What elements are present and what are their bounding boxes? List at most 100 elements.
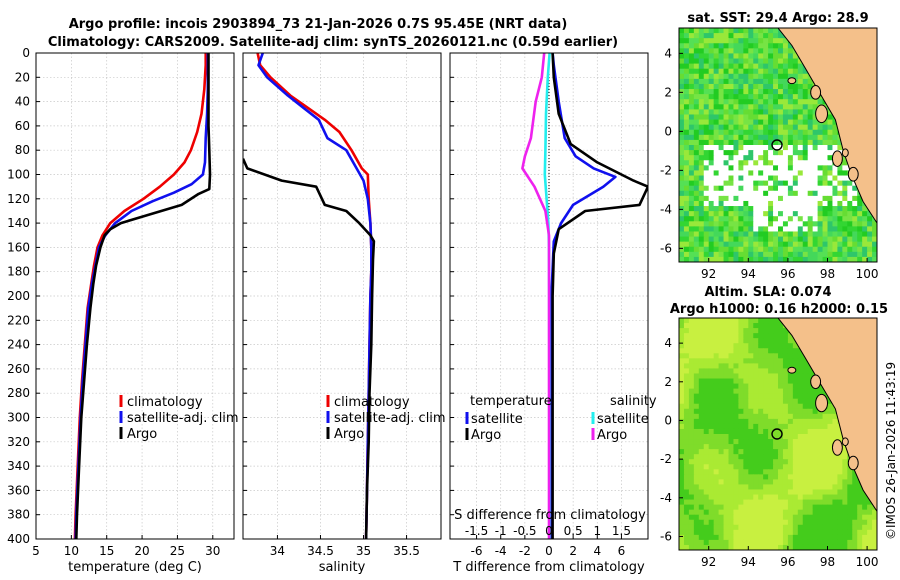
map-cell: [738, 378, 744, 385]
map-cell: [852, 190, 858, 197]
map-cell: [832, 170, 838, 177]
map-cell: [728, 150, 735, 156]
map-cell: [733, 63, 739, 70]
map-cell: [872, 221, 877, 227]
map-cell: [703, 368, 710, 375]
map-cell: [787, 434, 794, 440]
map-cell: [713, 104, 720, 110]
map-cell: [837, 216, 843, 222]
map-cell: [688, 504, 695, 511]
map-cell: [679, 221, 685, 227]
map-cell: [679, 139, 685, 146]
map-cell: [693, 175, 700, 182]
map-cell: [713, 221, 720, 227]
map-cell: [738, 454, 744, 460]
map-cell: [758, 434, 764, 440]
map-cell: [832, 428, 838, 435]
map-cell: [797, 68, 804, 75]
map-cell: [758, 63, 764, 70]
map-cell: [683, 33, 690, 39]
map-cell: [718, 165, 725, 172]
map-cell: [812, 231, 819, 238]
map-cell: [698, 439, 705, 445]
map-cell: [688, 423, 695, 430]
map-cell: [728, 251, 735, 258]
map-cell: [847, 544, 853, 550]
map-cell: [872, 514, 877, 521]
map-cell: [718, 484, 725, 491]
map-cell: [847, 251, 853, 258]
map-cell: [703, 444, 710, 450]
map-cell: [679, 226, 685, 233]
y-tick-label: 60: [15, 119, 30, 133]
map-cell: [679, 43, 685, 49]
x-tick-label: 6: [618, 544, 626, 558]
map-cell: [792, 246, 799, 253]
map-cell: [773, 43, 779, 49]
map-cell: [708, 408, 715, 415]
map-cell: [693, 504, 700, 511]
map-cell: [832, 211, 838, 217]
map-cell: [773, 129, 779, 136]
map-cell: [748, 226, 754, 233]
map-cell: [782, 48, 789, 55]
map-cell: [738, 256, 744, 262]
map-cell: [817, 418, 824, 425]
map-cell: [857, 494, 863, 501]
map-cell: [822, 221, 829, 227]
map-cell: [703, 231, 710, 238]
map-cell: [797, 195, 804, 202]
map-cell: [773, 104, 779, 110]
map-cell: [812, 519, 819, 526]
map-cell: [698, 434, 705, 440]
map-cell: [792, 489, 799, 496]
map-cell: [713, 479, 720, 486]
map-cell: [797, 256, 804, 262]
map-cell: [698, 251, 705, 258]
map-cell: [708, 109, 715, 116]
map-cell: [802, 449, 809, 455]
map-cell: [738, 544, 744, 550]
map-cell: [778, 338, 784, 344]
map-cell: [753, 408, 759, 415]
map-cell: [827, 428, 834, 435]
secondary-x-tick-label: 1.5: [612, 524, 631, 538]
map-cell: [748, 529, 754, 536]
map-cell: [753, 454, 759, 460]
map-cell: [679, 256, 685, 262]
map-cell: [797, 479, 804, 486]
map-cell: [718, 99, 725, 105]
map-cell: [698, 499, 705, 506]
map-cell: [698, 444, 705, 450]
map-cell: [837, 519, 843, 526]
map-cell: [787, 251, 794, 258]
map-cell: [753, 43, 759, 49]
map-cell: [733, 388, 739, 395]
map-cell: [802, 509, 809, 516]
map-cell: [837, 514, 843, 521]
map-cell: [792, 200, 799, 207]
map-cell: [733, 73, 739, 80]
map-cell: [787, 48, 794, 55]
map-cell: [728, 160, 735, 166]
map-cell: [738, 439, 744, 445]
map-cell: [857, 519, 863, 526]
map-cell: [753, 378, 759, 385]
map-cell: [797, 368, 804, 375]
map-cell: [753, 58, 759, 65]
profile-location-marker: [771, 139, 783, 151]
map-cell: [827, 413, 834, 420]
map-cell: [703, 246, 710, 253]
map-cell: [827, 449, 834, 455]
map-cell: [723, 323, 730, 329]
map-cell: [693, 529, 700, 536]
map-cell: [797, 134, 804, 141]
map-cell: [782, 489, 789, 496]
map-cell: [718, 464, 725, 470]
map-cell: [812, 413, 819, 420]
map-cell: [807, 383, 814, 390]
map-cell: [837, 534, 843, 541]
map-cell: [822, 124, 829, 131]
map-cell: [787, 408, 794, 415]
